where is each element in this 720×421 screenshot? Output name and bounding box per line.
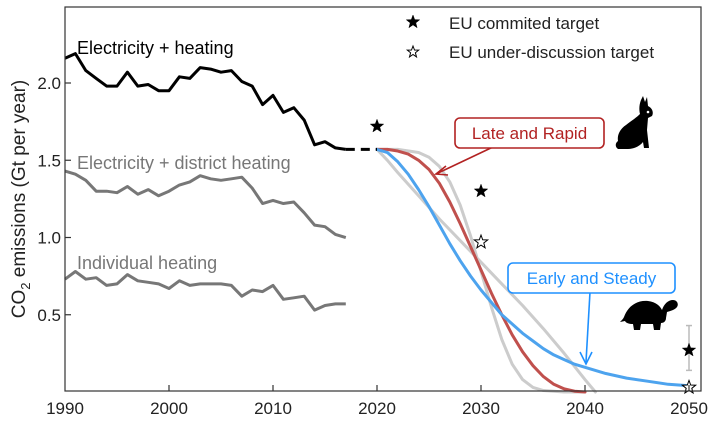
y-axis: 0.5 1.0 1.5 2.0 — [37, 74, 71, 325]
x-tick-label: 2050 — [670, 399, 708, 418]
y-tick-label: 1.0 — [37, 229, 61, 248]
callout-late-and-rapid: Late and Rapid — [433, 117, 605, 176]
under-discussion-target-star-2030 — [472, 233, 490, 249]
x-tick-label: 1990 — [46, 399, 84, 418]
y-tick-label: 0.5 — [37, 306, 61, 325]
legend: EU commited target EU under-discussion t… — [405, 14, 654, 62]
y-tick-label: 2.0 — [37, 74, 61, 93]
history-line-electricity-heating — [64, 52, 347, 151]
callout-label-early-and-steady: Early and Steady — [527, 269, 657, 288]
committed-target-star-2050 — [681, 342, 697, 357]
committed-target-star-2020 — [369, 118, 385, 133]
series-label-individual-heating: Individual heating — [77, 253, 217, 273]
series-layer — [64, 52, 691, 394]
arrowhead-early-and-steady — [579, 351, 593, 366]
y-axis-label: CO2 emissions (Gt per year) — [9, 80, 33, 318]
series-label-electricity-heating: Electricity + heating — [77, 38, 234, 58]
legend-filled-star-icon — [405, 14, 421, 29]
callout-label-late-and-rapid: Late and Rapid — [472, 124, 587, 143]
open-star-icon — [405, 44, 421, 59]
plot-frame — [64, 6, 702, 392]
y-tick-label: 1.5 — [37, 151, 61, 170]
legend-open-star-icon — [405, 44, 421, 59]
arrowhead-late-and-rapid — [433, 165, 449, 176]
callout-box-late-and-rapid — [454, 117, 605, 149]
x-tick-label: 2040 — [566, 399, 604, 418]
legend-label-under-discussion: EU under-discussion target — [449, 43, 654, 62]
scenario-line-late-and-rapid — [375, 147, 587, 394]
callout-arrow-late-and-rapid — [435, 146, 494, 175]
rabbit-icon — [615, 96, 653, 149]
x-axis: 1990 2000 2010 2020 2030 2040 2050 — [46, 385, 708, 418]
callout-early-and-steady: Early and Steady — [507, 262, 676, 366]
x-tick-label: 2000 — [150, 399, 188, 418]
committed-target-star-2030 — [473, 183, 489, 198]
series-label-district-heating: Electricity + district heating — [77, 153, 291, 173]
legend-label-committed: EU commited target — [449, 14, 599, 33]
x-tick-label: 2030 — [462, 399, 500, 418]
x-tick-label: 2020 — [358, 399, 396, 418]
history-line-individual-heating — [64, 270, 346, 312]
scenario-line-early-and-steady — [375, 147, 691, 388]
turtle-icon — [620, 300, 678, 330]
callout-arrow-early-and-steady — [585, 291, 591, 363]
history-line-electricity-district-heating — [64, 169, 347, 239]
filled-star-icon — [405, 14, 421, 29]
scenario-line-gray-scenario-linear — [375, 147, 597, 394]
callout-box-early-and-steady — [507, 262, 676, 294]
x-tick-label: 2010 — [254, 399, 292, 418]
